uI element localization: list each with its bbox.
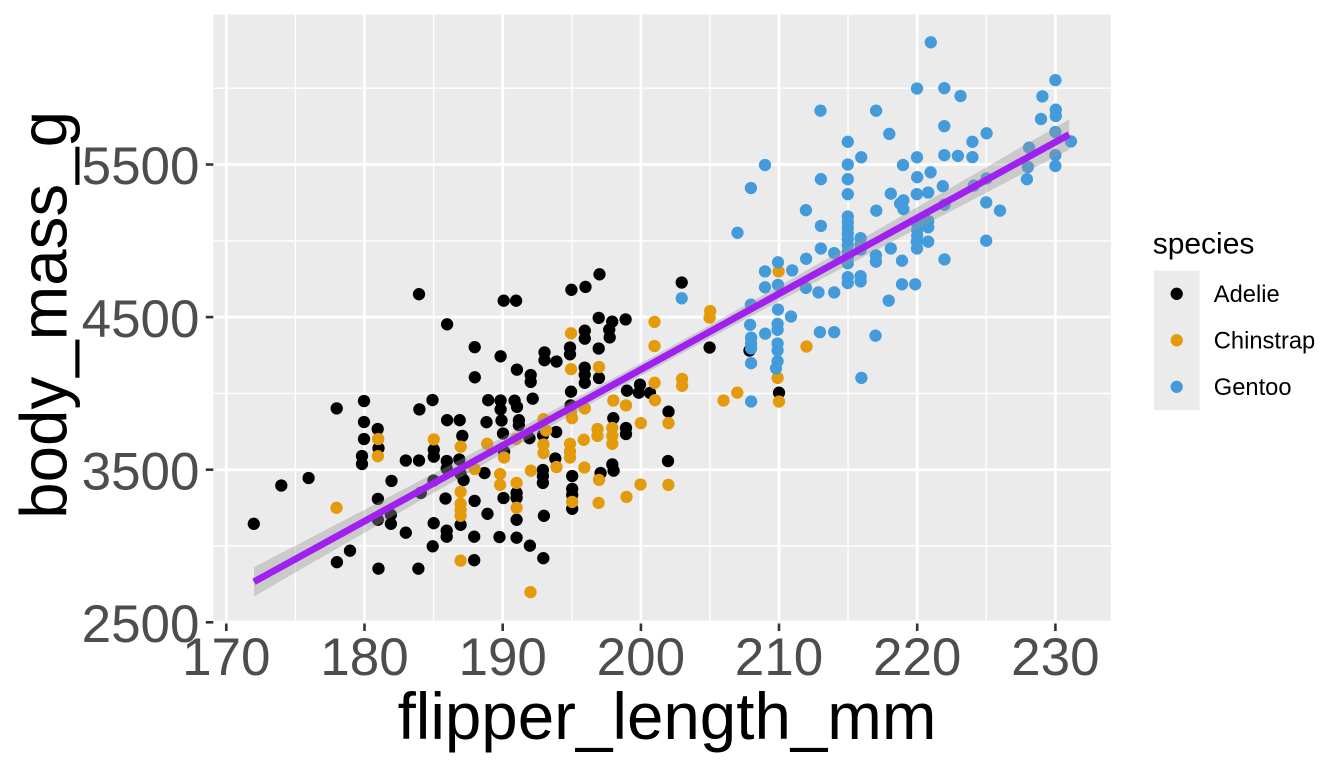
svg-text:Adelie: Adelie (1214, 282, 1280, 308)
svg-text:flipper_length_mm: flipper_length_mm (398, 680, 937, 753)
svg-text:4500: 4500 (82, 290, 200, 349)
svg-text:Chinstrap: Chinstrap (1214, 329, 1315, 355)
svg-text:2500: 2500 (82, 595, 200, 654)
svg-text:3500: 3500 (82, 442, 200, 501)
svg-text:170: 170 (182, 628, 270, 687)
svg-text:200: 200 (597, 628, 685, 687)
svg-text:5500: 5500 (82, 137, 200, 196)
svg-text:body_mass_g: body_mass_g (8, 111, 81, 519)
svg-text:230: 230 (1011, 628, 1099, 687)
svg-text:190: 190 (458, 628, 546, 687)
svg-text:210: 210 (735, 628, 823, 687)
svg-text:species: species (1153, 228, 1255, 261)
svg-text:180: 180 (320, 628, 408, 687)
svg-text:220: 220 (873, 628, 961, 687)
svg-text:Gentoo: Gentoo (1214, 375, 1292, 401)
